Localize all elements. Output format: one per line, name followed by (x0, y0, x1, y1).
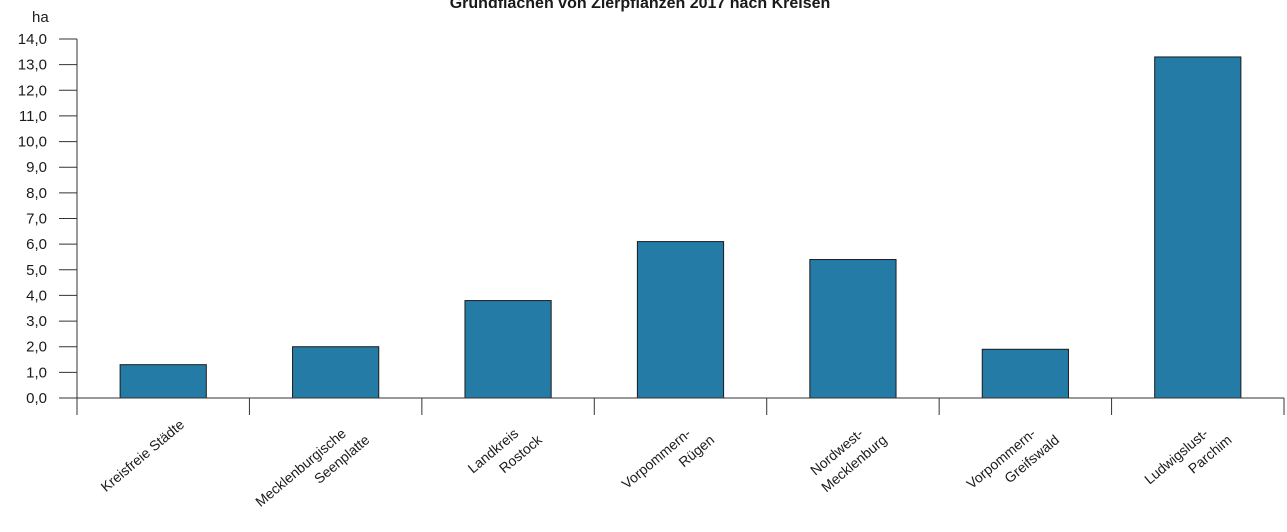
y-tick-label: 9,0 (26, 159, 47, 176)
x-category-label: Vorpommern-Greifswald (963, 416, 1062, 507)
y-tick-label: 11,0 (19, 108, 47, 125)
x-category-label: Ludwigslust-Parchim (1141, 416, 1234, 503)
x-category-label: Vorpommern-Rügen (618, 416, 717, 507)
y-tick-label: 3,0 (26, 313, 47, 330)
y-tick-label: 6,0 (26, 236, 47, 253)
bar (292, 346, 380, 399)
y-tick-label: 5,0 (26, 262, 47, 279)
y-tick-label: 12,0 (18, 82, 47, 99)
y-tick-label: 8,0 (26, 185, 47, 202)
chart-title: Grundflächen von Zierpflanzen 2017 nach … (450, 0, 831, 12)
x-category-label: LandkreisRostock (464, 415, 545, 491)
y-axis-unit-label: ha (32, 9, 49, 26)
x-category-label-line: Kreisfreie Städte (98, 416, 188, 495)
bar (464, 300, 552, 399)
bar (119, 364, 207, 399)
y-tick-label: 1,0 (26, 364, 47, 381)
bar (1154, 56, 1242, 399)
y-tick-label: 14,0 (18, 31, 47, 48)
x-axis: Kreisfreie Städte MecklenburgischeSeenpla… (76, 397, 1285, 525)
y-tick-label: 10,0 (18, 134, 47, 151)
y-tick-label: 4,0 (26, 287, 47, 304)
y-tick-label: 2,0 (26, 339, 47, 356)
x-category-label: MecklenburgischeSeenplatte (252, 416, 372, 525)
y-axis: 0,0 1,0 2,0 3,0 4,0 5,0 6,0 7,0 8,0 9,0 10,0 11,0 12… (18, 31, 78, 407)
y-tick-label: 7,0 (26, 211, 47, 228)
bar (636, 241, 725, 399)
bars (119, 56, 1242, 399)
x-category-label: Kreisfreie Städte (98, 416, 188, 495)
bar (809, 259, 897, 399)
y-tick-label: 0,0 (26, 390, 47, 407)
bar (981, 348, 1069, 399)
x-category-label: Nordwest-Mecklenburg (805, 416, 890, 495)
y-tick-label: 13,0 (18, 57, 47, 74)
